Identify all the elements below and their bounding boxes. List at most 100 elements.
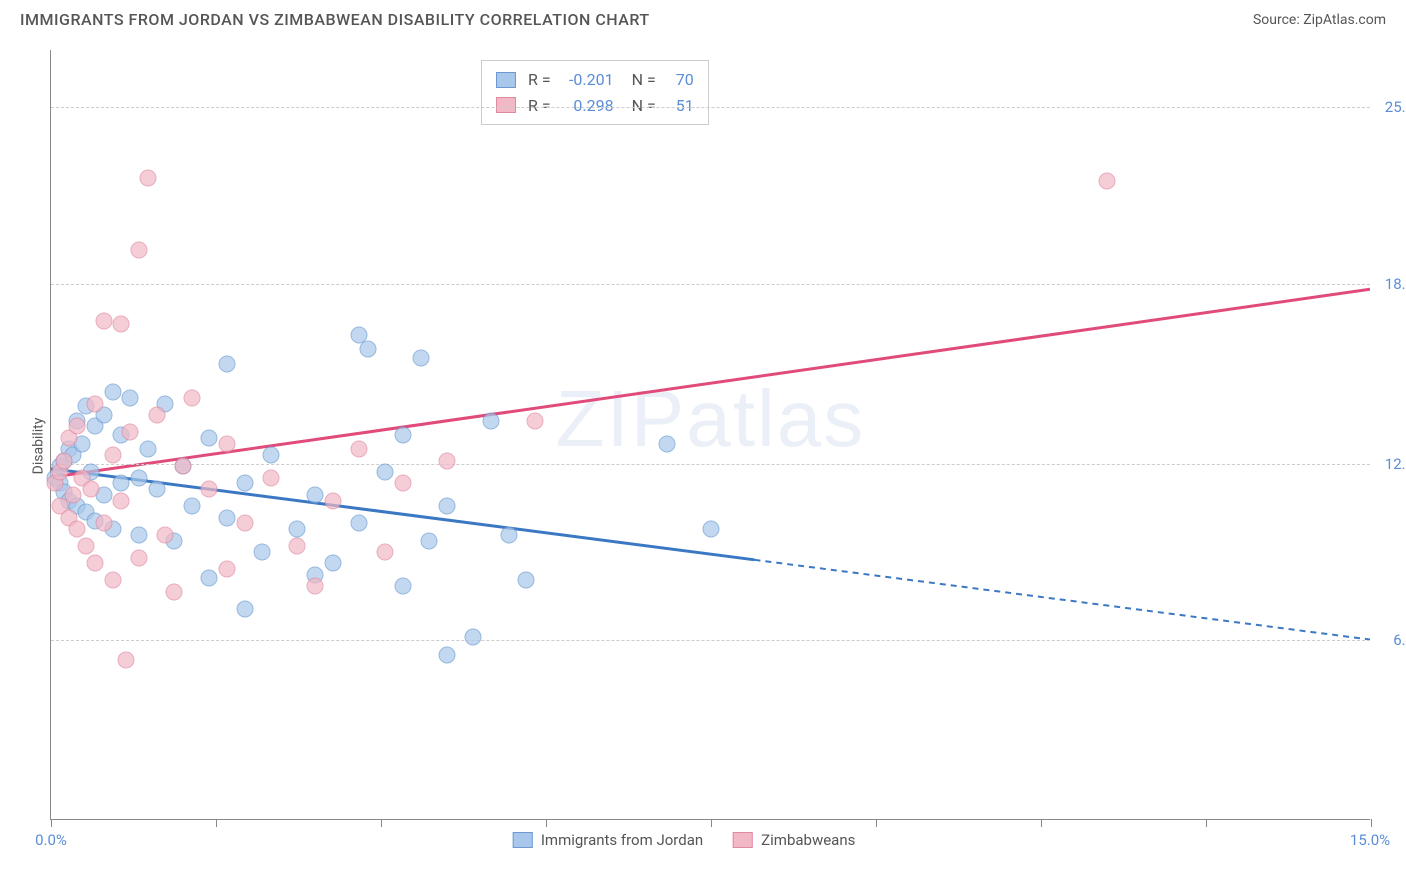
xtick bbox=[1371, 819, 1372, 827]
scatter-point-jordan bbox=[659, 435, 676, 452]
scatter-point-jordan bbox=[289, 521, 306, 538]
scatter-point-zimbabwe bbox=[56, 452, 73, 469]
xtick bbox=[1041, 819, 1042, 827]
scatter-point-zimbabwe bbox=[65, 486, 82, 503]
scatter-point-zimbabwe bbox=[219, 435, 236, 452]
scatter-point-zimbabwe bbox=[131, 241, 148, 258]
scatter-point-zimbabwe bbox=[289, 538, 306, 555]
chart-title: IMMIGRANTS FROM JORDAN VS ZIMBABWEAN DIS… bbox=[20, 10, 650, 29]
legend-r-value-1: 0.298 bbox=[559, 93, 614, 119]
scatter-point-jordan bbox=[131, 526, 148, 543]
scatter-point-jordan bbox=[113, 475, 130, 492]
scatter-point-zimbabwe bbox=[78, 538, 95, 555]
scatter-point-jordan bbox=[219, 509, 236, 526]
scatter-point-zimbabwe bbox=[1099, 173, 1116, 190]
scatter-point-zimbabwe bbox=[82, 481, 99, 498]
scatter-point-jordan bbox=[183, 498, 200, 515]
y-axis-label: Disability bbox=[30, 418, 46, 475]
legend-n-value-0: 70 bbox=[664, 67, 694, 93]
scatter-point-jordan bbox=[148, 481, 165, 498]
legend-row-series-1: R = 0.298 N = 51 bbox=[496, 93, 694, 119]
xtick bbox=[381, 819, 382, 827]
scatter-point-zimbabwe bbox=[139, 170, 156, 187]
scatter-point-zimbabwe bbox=[201, 481, 218, 498]
xtick-label-start: 0.0% bbox=[35, 831, 67, 849]
legend-n-label-0: N = bbox=[632, 67, 656, 93]
scatter-point-zimbabwe bbox=[69, 521, 86, 538]
scatter-point-jordan bbox=[395, 578, 412, 595]
scatter-point-jordan bbox=[465, 629, 482, 646]
scatter-point-jordan bbox=[236, 600, 253, 617]
scatter-point-jordan bbox=[201, 569, 218, 586]
series-legend: Immigrants from Jordan Zimbabweans bbox=[513, 831, 856, 849]
legend-swatch-1 bbox=[496, 97, 516, 113]
scatter-point-jordan bbox=[439, 646, 456, 663]
xtick bbox=[876, 819, 877, 827]
scatter-point-jordan bbox=[236, 475, 253, 492]
legend-swatch-bottom-0 bbox=[513, 832, 533, 848]
chart-source: Source: ZipAtlas.com bbox=[1253, 12, 1386, 28]
scatter-point-zimbabwe bbox=[175, 458, 192, 475]
legend-row-series-0: R = -0.201 N = 70 bbox=[496, 67, 694, 93]
scatter-point-zimbabwe bbox=[87, 555, 104, 572]
scatter-point-zimbabwe bbox=[439, 452, 456, 469]
scatter-point-zimbabwe bbox=[87, 395, 104, 412]
scatter-point-zimbabwe bbox=[183, 389, 200, 406]
ytick-label: 25.0% bbox=[1385, 98, 1406, 116]
correlation-legend: R = -0.201 N = 70 R = 0.298 N = 51 bbox=[481, 60, 709, 125]
scatter-point-zimbabwe bbox=[122, 424, 139, 441]
scatter-point-zimbabwe bbox=[527, 412, 544, 429]
ytick-label: 6.3% bbox=[1393, 631, 1406, 649]
scatter-point-jordan bbox=[483, 412, 500, 429]
legend-item-0: Immigrants from Jordan bbox=[513, 831, 703, 849]
scatter-point-zimbabwe bbox=[131, 549, 148, 566]
scatter-point-zimbabwe bbox=[263, 469, 280, 486]
scatter-point-zimbabwe bbox=[113, 315, 130, 332]
xtick bbox=[546, 819, 547, 827]
scatter-point-jordan bbox=[131, 469, 148, 486]
scatter-point-jordan bbox=[500, 526, 517, 543]
scatter-point-jordan bbox=[122, 389, 139, 406]
gridline-h bbox=[51, 107, 1370, 108]
scatter-point-jordan bbox=[395, 427, 412, 444]
scatter-point-jordan bbox=[703, 521, 720, 538]
ytick-label: 12.5% bbox=[1385, 455, 1406, 473]
scatter-point-zimbabwe bbox=[324, 492, 341, 509]
scatter-point-jordan bbox=[324, 555, 341, 572]
scatter-point-zimbabwe bbox=[395, 475, 412, 492]
scatter-point-zimbabwe bbox=[69, 418, 86, 435]
gridline-h bbox=[51, 464, 1370, 465]
scatter-point-jordan bbox=[439, 498, 456, 515]
scatter-point-jordan bbox=[377, 464, 394, 481]
legend-item-1: Zimbabweans bbox=[733, 831, 855, 849]
legend-n-label-1: N = bbox=[632, 93, 656, 119]
xtick bbox=[216, 819, 217, 827]
scatter-point-jordan bbox=[104, 384, 121, 401]
xtick-label-end: 15.0% bbox=[1350, 831, 1390, 849]
scatter-point-zimbabwe bbox=[104, 572, 121, 589]
scatter-point-zimbabwe bbox=[377, 543, 394, 560]
watermark-text: ZIPatlas bbox=[556, 373, 865, 465]
scatter-point-jordan bbox=[219, 355, 236, 372]
scatter-point-jordan bbox=[421, 532, 438, 549]
scatter-point-zimbabwe bbox=[157, 526, 174, 543]
scatter-point-zimbabwe bbox=[148, 407, 165, 424]
legend-swatch-bottom-1 bbox=[733, 832, 753, 848]
legend-r-value-0: -0.201 bbox=[559, 67, 614, 93]
scatter-point-zimbabwe bbox=[113, 492, 130, 509]
xtick bbox=[1206, 819, 1207, 827]
scatter-point-jordan bbox=[201, 429, 218, 446]
ytick-label: 18.8% bbox=[1385, 275, 1406, 293]
scatter-point-jordan bbox=[518, 572, 535, 589]
scatter-point-jordan bbox=[254, 543, 271, 560]
scatter-point-zimbabwe bbox=[95, 312, 112, 329]
scatter-point-zimbabwe bbox=[166, 583, 183, 600]
legend-r-label-1: R = bbox=[528, 93, 551, 119]
scatter-point-jordan bbox=[412, 350, 429, 367]
xtick bbox=[711, 819, 712, 827]
scatter-point-jordan bbox=[351, 515, 368, 532]
scatter-point-zimbabwe bbox=[219, 561, 236, 578]
scatter-point-jordan bbox=[359, 341, 376, 358]
gridline-h bbox=[51, 284, 1370, 285]
scatter-point-jordan bbox=[307, 486, 324, 503]
